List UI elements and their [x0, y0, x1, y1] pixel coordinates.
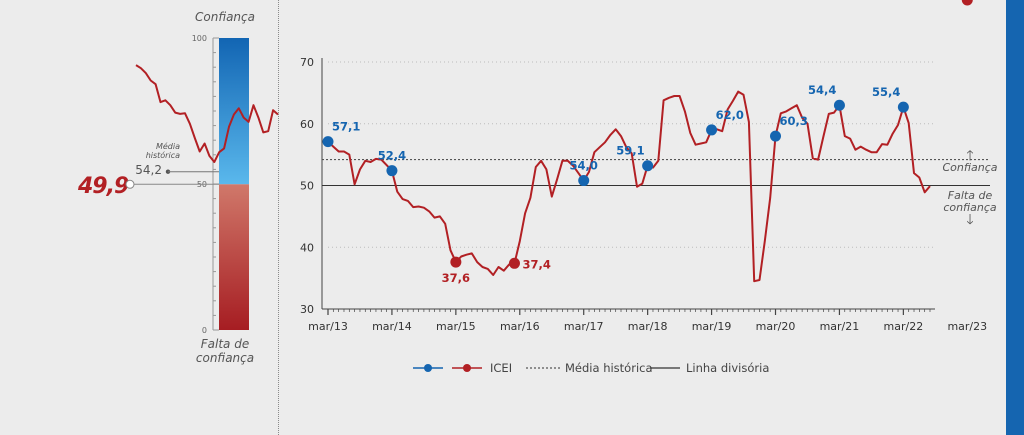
- x-tick-label: mar/23: [947, 320, 987, 333]
- x-tick-label: mar/20: [756, 320, 796, 333]
- data-point: [961, 0, 973, 6]
- current-value: 49,9: [78, 174, 129, 199]
- historic-label-line2: histórica: [145, 151, 180, 160]
- data-label: 54,4: [808, 83, 836, 97]
- data-label: 57,1: [332, 120, 360, 134]
- thermometer-bottom-line1: Falta de: [200, 337, 250, 351]
- historic-label-line1: Média: [155, 142, 180, 151]
- data-label: 49,9: [949, 0, 977, 3]
- data-point: [642, 160, 654, 172]
- y-tick-label: 60: [300, 118, 314, 131]
- confidence-down-line1: Falta de: [947, 189, 993, 202]
- y-tick-label: 70: [300, 56, 314, 69]
- data-point: [578, 175, 590, 187]
- x-tick-label: mar/21: [820, 320, 860, 333]
- x-tick-label: mar/15: [436, 320, 476, 333]
- thermometer-bottom-line2: confiança: [195, 351, 255, 365]
- historic-average-value: 54,2: [135, 163, 162, 177]
- data-label: 37,4: [522, 257, 550, 271]
- legend-avg-label: Média histórica: [565, 361, 653, 375]
- current-value-marker: [125, 179, 135, 189]
- x-tick-label: mar/22: [884, 320, 924, 333]
- arrow-up-icon: 🡑: [966, 148, 974, 164]
- y-tick-label: 30: [300, 303, 314, 316]
- x-tick-label: mar/16: [500, 320, 540, 333]
- data-point: [508, 257, 520, 269]
- data-label: 54,0: [570, 159, 598, 173]
- data-label: 52,4: [378, 149, 406, 163]
- legend-div-label: Linha divisória: [686, 361, 769, 375]
- legend-series-label: ICEI: [490, 361, 512, 375]
- y-tick-label: 40: [300, 241, 314, 254]
- arrow-down-icon: 🡓: [966, 212, 974, 228]
- data-point: [322, 136, 334, 148]
- thermometer-scale-top: 100: [192, 34, 207, 43]
- x-tick-label: mar/17: [564, 320, 604, 333]
- confidence-down-label: Falta de confiança 🡓: [940, 189, 1000, 228]
- data-point: [386, 165, 398, 177]
- x-tick-label: mar/19: [692, 320, 732, 333]
- thermometer-title: Confiança: [195, 10, 255, 24]
- historic-average-label: Média histórica: [120, 142, 180, 160]
- legend-red-marker: [463, 364, 471, 372]
- confidence-up-label: 🡑 Confiança: [940, 148, 1000, 174]
- x-tick-label: mar/18: [628, 320, 668, 333]
- data-label: 60,3: [780, 114, 808, 128]
- legend-blue-marker: [424, 364, 432, 372]
- data-point: [450, 256, 462, 268]
- right-accent-bar: [1006, 0, 1024, 435]
- thermometer-scale-bottom: 0: [202, 326, 207, 335]
- x-tick-label: mar/13: [308, 320, 348, 333]
- icei-series-line: [327, 90, 931, 283]
- confidence-down-line2: confiança: [943, 201, 997, 214]
- data-point: [706, 124, 718, 136]
- thermometer-no-confidence-fill: [219, 184, 249, 330]
- data-label: 62,0: [716, 108, 744, 122]
- thermometer-confidence-fill: [219, 38, 249, 185]
- panel-divider: [278, 0, 279, 435]
- data-label: 55,4: [872, 85, 900, 99]
- thermometer-bottom-label: Falta de confiança: [180, 337, 270, 365]
- data-label: 59,1: [616, 144, 644, 158]
- thermometer-trend-line: [135, 64, 279, 163]
- confidence-up-text: Confiança: [942, 161, 998, 174]
- x-tick-label: mar/14: [372, 320, 412, 333]
- data-point: [833, 99, 845, 111]
- y-tick-label: 50: [300, 180, 314, 193]
- data-point: [770, 130, 782, 142]
- data-label: 37,6: [442, 271, 470, 285]
- data-point: [897, 101, 909, 113]
